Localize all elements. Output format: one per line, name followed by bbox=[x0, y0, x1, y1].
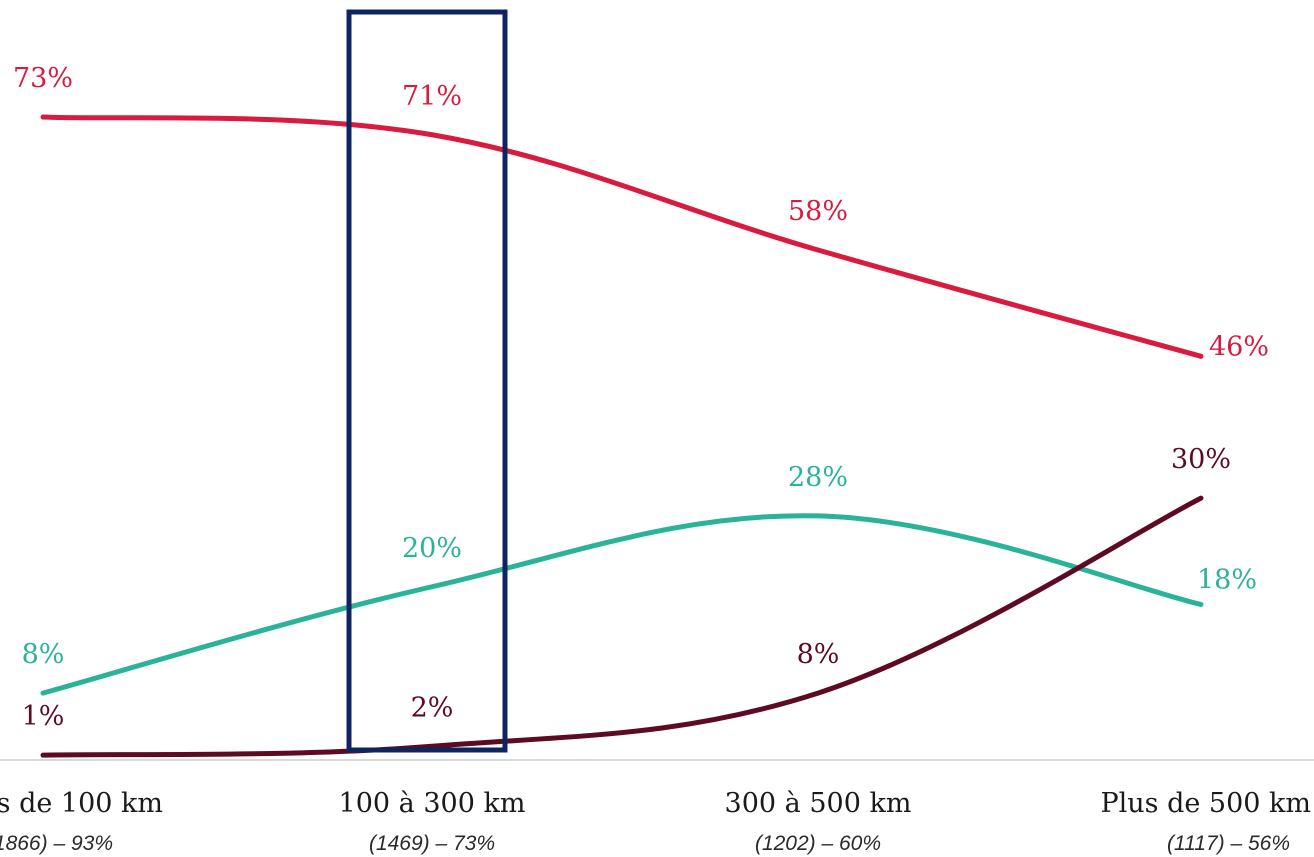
data-label: 20% bbox=[402, 533, 462, 564]
data-label: 71% bbox=[402, 81, 462, 112]
data-label: 1% bbox=[22, 701, 65, 732]
data-label: 30% bbox=[1171, 444, 1231, 475]
data-label: 58% bbox=[788, 196, 848, 227]
category-label: 100 à 300 km bbox=[339, 788, 526, 819]
series-line-2 bbox=[40, 513, 1204, 696]
category-sublabel: (1202) – 60% bbox=[755, 832, 881, 855]
data-label: 28% bbox=[788, 462, 848, 493]
highlight-box bbox=[346, 9, 508, 753]
data-label: 2% bbox=[411, 692, 454, 723]
category-label: Plus de 500 km bbox=[1100, 788, 1311, 819]
series-line-3 bbox=[40, 495, 1204, 758]
category-label: Moins de 100 km bbox=[0, 788, 163, 819]
series-line-1 bbox=[40, 114, 1204, 359]
data-label: 46% bbox=[1209, 331, 1269, 362]
category-sublabel: (1117) – 56% bbox=[1167, 832, 1290, 855]
category-label: 300 à 500 km bbox=[725, 788, 912, 819]
category-sublabel: (1866) – 93% bbox=[0, 832, 113, 855]
data-label: 18% bbox=[1197, 564, 1257, 595]
data-label: 8% bbox=[797, 639, 840, 670]
category-sublabel: (1469) – 73% bbox=[369, 832, 495, 855]
data-label: 8% bbox=[22, 639, 65, 670]
data-label: 73% bbox=[13, 63, 73, 94]
